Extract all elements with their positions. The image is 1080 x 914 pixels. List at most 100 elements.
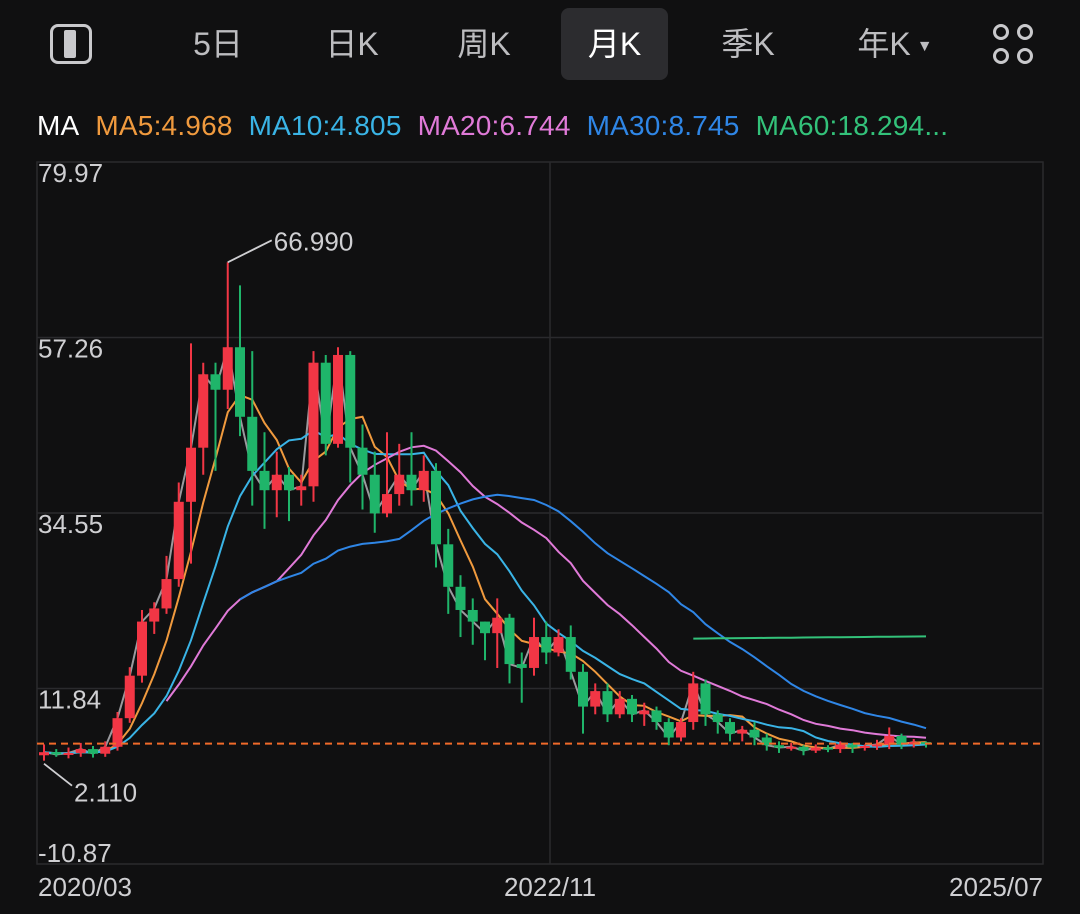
candle-down	[480, 621, 490, 634]
tab-quarterly-k[interactable]: 季K	[721, 26, 775, 62]
ma-legend: MA MA5:4.968 MA10:4.805 MA20:6.744 MA30:…	[37, 110, 956, 142]
candle-up	[418, 470, 429, 491]
tab-5-day[interactable]: 5日	[193, 26, 243, 62]
candle-down	[627, 698, 637, 715]
candle-down	[357, 447, 368, 475]
candle-up	[394, 474, 405, 495]
ma60-line	[693, 635, 927, 640]
y-tick-label: 11.84	[38, 685, 101, 715]
x-tick-label: 2020/03	[38, 872, 132, 902]
candle-up	[308, 362, 319, 487]
candle-down	[896, 735, 907, 745]
candle-up	[884, 735, 895, 745]
candle-up	[271, 474, 282, 491]
candle-up	[333, 354, 343, 444]
max-price-label: 66.990	[274, 226, 354, 256]
candle-up	[186, 447, 196, 502]
candle-down	[663, 722, 674, 738]
candle-up	[63, 752, 74, 755]
ma5-label: MA5:4.968	[95, 110, 233, 141]
candle-up	[382, 494, 392, 514]
candle-down	[725, 722, 735, 734]
candle-down	[259, 470, 270, 491]
candle-up	[688, 683, 699, 723]
candle-up	[124, 675, 135, 719]
ma20-line	[165, 444, 927, 739]
tab-weekly-k[interactable]: 周K	[457, 26, 511, 62]
candle-down	[798, 746, 809, 751]
candle-up	[161, 579, 172, 609]
candle-down	[406, 474, 417, 491]
candle-up	[676, 722, 686, 738]
ma-legend-title: MA	[37, 110, 80, 141]
tab-daily-k[interactable]: 日K	[325, 26, 379, 62]
candle-down	[210, 374, 221, 390]
candle-up	[492, 617, 503, 634]
candle-down	[712, 714, 723, 723]
y-tick-label: 34.55	[38, 509, 103, 539]
period-tab-bar: 5日 日K 周K 月K 季K 年K ▼	[0, 0, 1080, 92]
candle-down	[345, 354, 356, 448]
candle-down	[847, 744, 858, 748]
ma20-label: MA20:6.744	[417, 110, 571, 141]
tab-yearly-k[interactable]: 年K ▼	[840, 8, 950, 80]
candle-up	[222, 347, 233, 390]
ma10-line	[43, 429, 927, 755]
chevron-down-icon: ▼	[916, 37, 933, 55]
candle-down	[823, 747, 833, 750]
x-tick-label: 2025/07	[949, 872, 1043, 902]
sidebar-toggle-icon[interactable]	[50, 24, 92, 64]
candle-down	[700, 683, 711, 715]
candle-up	[529, 637, 539, 668]
candle-up	[786, 746, 797, 749]
candle-down	[431, 470, 441, 545]
candle-up	[173, 501, 184, 580]
candle-down	[651, 710, 662, 723]
candle-up	[198, 374, 209, 448]
candle-down	[602, 691, 613, 715]
candle-up	[100, 746, 111, 754]
y-tick-label: -10.87	[38, 838, 112, 868]
ma60-label: MA60:18.294...	[755, 110, 949, 141]
min-leader-line	[43, 762, 73, 787]
candle-up	[737, 729, 748, 734]
candle-down	[578, 671, 588, 707]
candle-down	[443, 544, 454, 587]
candle-up	[810, 747, 821, 751]
candle-down	[565, 637, 576, 672]
candle-up	[75, 749, 86, 753]
ma30-line	[239, 493, 927, 730]
candle-up	[614, 698, 625, 715]
candle-up	[112, 718, 123, 747]
candle-down	[455, 586, 466, 610]
candle-down	[774, 745, 784, 748]
candle-down	[320, 362, 331, 444]
candle-up	[859, 745, 870, 748]
candle-down	[749, 729, 760, 738]
candle-up	[835, 744, 846, 750]
candle-down	[235, 347, 245, 417]
candle-up	[296, 486, 307, 491]
tab-monthly-k[interactable]: 月K	[561, 8, 668, 80]
candle-up	[872, 744, 882, 747]
candle-up	[39, 752, 49, 756]
candle-down	[467, 609, 478, 622]
max-leader-line	[227, 239, 273, 264]
candle-down	[88, 749, 98, 754]
candle-down	[369, 474, 380, 514]
candle-up	[639, 710, 650, 715]
candle-down	[247, 416, 258, 471]
min-price-label: 2.110	[74, 778, 137, 808]
y-tick-label: 57.26	[38, 334, 103, 364]
ma10-label: MA10:4.805	[248, 110, 402, 141]
candle-down	[516, 664, 527, 668]
grid-menu-icon[interactable]	[991, 22, 1037, 68]
ma30-label: MA30:8.745	[586, 110, 740, 141]
candle-up	[590, 691, 601, 707]
tab-yearly-k-label: 年K	[857, 26, 911, 62]
candle-down	[284, 474, 294, 491]
candle-down	[51, 752, 62, 755]
y-tick-label: 79.97	[38, 158, 103, 188]
candle-down	[541, 637, 552, 653]
